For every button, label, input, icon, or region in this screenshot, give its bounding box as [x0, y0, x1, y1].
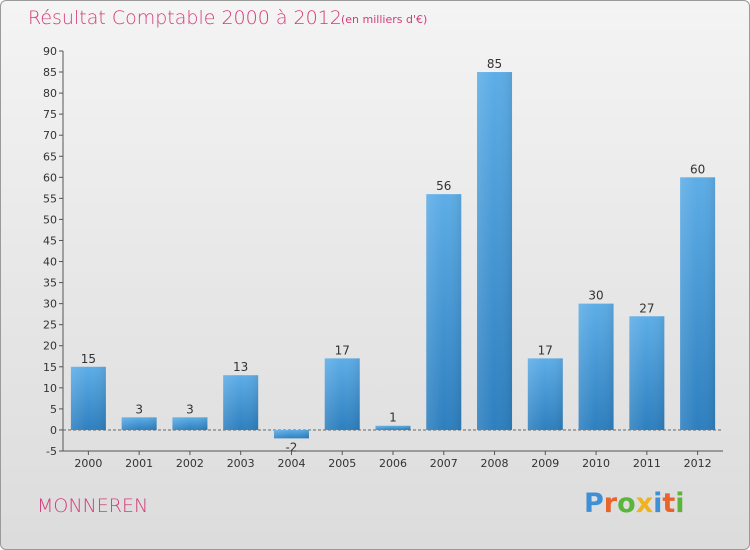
y-tick-label: 25: [43, 319, 57, 332]
x-tick-label: 2006: [379, 457, 407, 470]
y-tick-label: 15: [43, 361, 57, 374]
logo-letter: r: [603, 488, 618, 519]
y-tick-label: 35: [43, 277, 57, 290]
y-tick-label: 50: [43, 213, 57, 226]
bar-value-label: 27: [639, 301, 654, 315]
logo-letter: t: [662, 488, 676, 519]
logo-letter: o: [617, 488, 636, 519]
x-tick-label: 2005: [328, 457, 356, 470]
bar-value-label: 85: [487, 57, 502, 71]
x-tick-label: 2007: [430, 457, 458, 470]
y-tick-label: 0: [50, 424, 57, 437]
y-tick-label: 40: [43, 256, 57, 269]
y-tick-label: 45: [43, 234, 57, 247]
bar-shade: [578, 303, 614, 430]
logo-letter: P: [584, 488, 604, 519]
proxiti-logo[interactable]: Proxiti: [584, 488, 685, 519]
bar-value-label: 15: [81, 352, 96, 366]
bar-shade: [426, 194, 462, 430]
bar-shade: [273, 429, 309, 439]
x-tick-label: 2009: [531, 457, 559, 470]
bar-shade: [70, 366, 106, 430]
x-tick-label: 2011: [633, 457, 661, 470]
bar-value-label: 3: [186, 402, 194, 416]
x-tick-label: 2003: [227, 457, 255, 470]
bar-value-label: -2: [285, 440, 297, 454]
x-tick-label: 2010: [582, 457, 610, 470]
y-tick-label: 10: [43, 382, 57, 395]
bar-value-label: 17: [335, 343, 350, 357]
y-tick-label: 55: [43, 192, 57, 205]
y-tick-label: 90: [43, 45, 57, 58]
bar-value-label: 13: [233, 360, 248, 374]
bar-shade: [629, 316, 665, 430]
y-tick-label: 75: [43, 108, 57, 121]
x-tick-label: 2000: [74, 457, 102, 470]
chart-subtitle: (en milliers d'€): [341, 13, 428, 26]
bar-shade: [477, 72, 513, 430]
y-tick-label: 80: [43, 87, 57, 100]
y-tick-label: 85: [43, 66, 57, 79]
bar-shade: [324, 358, 360, 430]
y-tick-label: 65: [43, 150, 57, 163]
y-tick-label: 60: [43, 171, 57, 184]
x-tick-label: 2001: [125, 457, 153, 470]
location-name: MONNEREN: [37, 495, 149, 517]
bar-value-label: 30: [588, 289, 603, 303]
bar-value-label: 1: [389, 411, 397, 425]
bar-shade: [223, 375, 259, 430]
bar-shade: [172, 417, 208, 430]
y-tick-label: 70: [43, 129, 57, 142]
chart-title: Résultat Comptable 2000 à 2012: [28, 7, 342, 29]
x-tick-label: 2004: [277, 457, 305, 470]
bar-shade: [680, 177, 716, 430]
logo-letter: i: [675, 488, 685, 519]
y-tick-label: 30: [43, 298, 57, 311]
bar-value-label: 56: [436, 179, 451, 193]
bar-value-label: 3: [135, 402, 143, 416]
y-tick-label: 20: [43, 340, 57, 353]
x-tick-label: 2002: [176, 457, 204, 470]
bar-value-label: 17: [538, 343, 553, 357]
logo-letter: x: [635, 488, 654, 519]
bar-shade: [121, 417, 157, 430]
logo-letter: i: [653, 488, 663, 519]
bar-value-label: 60: [690, 162, 705, 176]
x-tick-label: 2012: [684, 457, 712, 470]
y-tick-label: 5: [50, 403, 57, 416]
bar-shade: [375, 425, 411, 430]
y-tick-label: -5: [46, 445, 57, 458]
x-tick-label: 2008: [481, 457, 509, 470]
bar-shade: [527, 358, 563, 430]
